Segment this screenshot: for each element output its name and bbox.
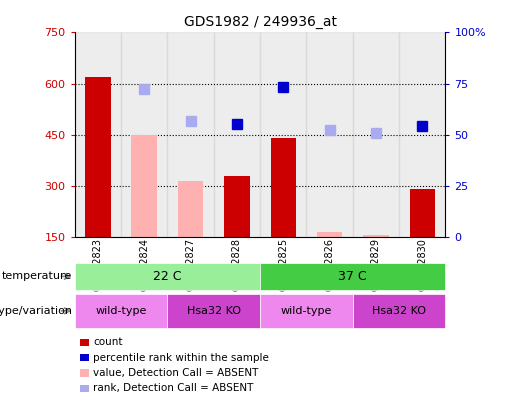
Text: Hsa32 KO: Hsa32 KO	[372, 306, 426, 316]
Bar	[178, 181, 203, 237]
Text: Hsa32 KO: Hsa32 KO	[187, 306, 241, 316]
Bar	[75, 32, 121, 237]
Bar	[409, 189, 435, 237]
Bar	[214, 32, 260, 237]
Text: wild-type: wild-type	[95, 306, 147, 316]
Bar	[270, 138, 296, 237]
Text: genotype/variation: genotype/variation	[0, 306, 72, 316]
Bar	[85, 77, 111, 237]
Bar	[121, 32, 167, 237]
Text: value, Detection Call = ABSENT: value, Detection Call = ABSENT	[93, 368, 259, 378]
Text: 22 C: 22 C	[153, 270, 182, 283]
Bar	[353, 294, 445, 328]
Bar	[75, 263, 260, 290]
Text: rank, Detection Call = ABSENT: rank, Detection Call = ABSENT	[93, 384, 253, 393]
Bar	[167, 32, 214, 237]
Bar	[306, 32, 353, 237]
Text: wild-type: wild-type	[281, 306, 332, 316]
Bar	[260, 294, 353, 328]
Bar	[363, 235, 389, 237]
Bar	[131, 134, 157, 237]
Bar	[353, 32, 399, 237]
Title: GDS1982 / 249936_at: GDS1982 / 249936_at	[183, 15, 337, 29]
Bar	[224, 176, 250, 237]
Bar	[260, 263, 445, 290]
Text: temperature: temperature	[2, 271, 72, 281]
Bar	[75, 294, 167, 328]
Bar	[399, 32, 445, 237]
Text: count: count	[93, 337, 123, 347]
Bar	[260, 32, 306, 237]
Bar	[167, 294, 260, 328]
Bar	[317, 232, 342, 237]
Text: 37 C: 37 C	[338, 270, 367, 283]
Text: percentile rank within the sample: percentile rank within the sample	[93, 353, 269, 362]
